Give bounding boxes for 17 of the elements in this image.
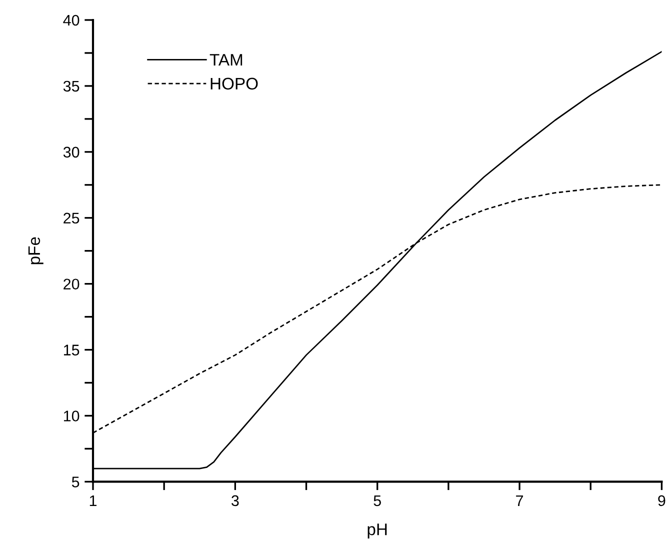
x-tick-label: 7 bbox=[516, 495, 524, 506]
x-tick-label: 3 bbox=[232, 495, 239, 506]
x-axis-title: pH bbox=[368, 524, 387, 539]
y-tick-label: 15 bbox=[64, 344, 80, 356]
y-axis-title: pFe bbox=[28, 237, 44, 264]
y-tick-label: 40 bbox=[63, 14, 80, 26]
y-tick-label: 10 bbox=[64, 410, 80, 422]
y-tick-label: 20 bbox=[64, 278, 80, 290]
y-tick-label: 25 bbox=[64, 212, 80, 224]
y-tick-label: 30 bbox=[63, 146, 80, 158]
x-tick-label: 5 bbox=[374, 495, 381, 506]
legend-label: TAM bbox=[210, 54, 242, 66]
y-tick-label: 35 bbox=[63, 80, 80, 92]
x-tick-label: 1 bbox=[90, 495, 97, 506]
y-tick-label: 5 bbox=[72, 476, 80, 488]
legend-label: HOPO bbox=[210, 78, 258, 90]
x-tick-label: 9 bbox=[658, 495, 666, 506]
